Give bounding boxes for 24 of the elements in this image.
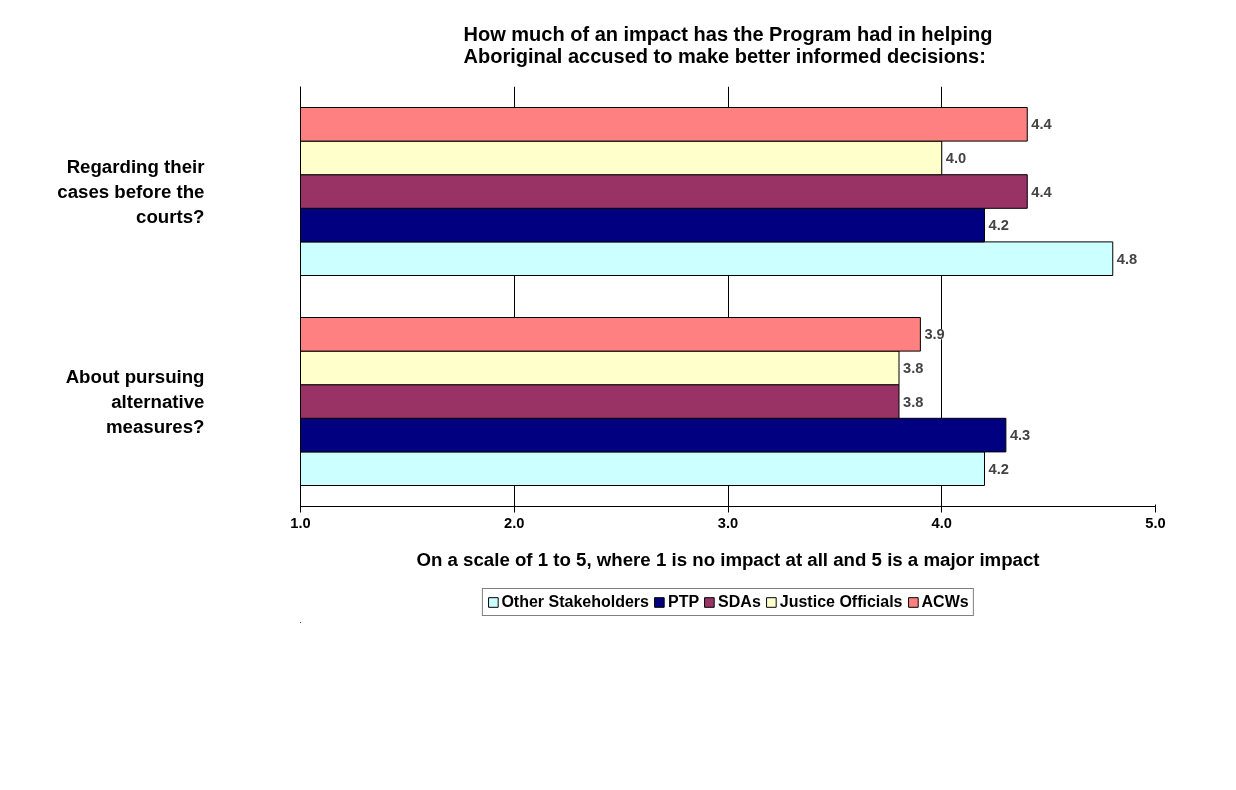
data-label: 3.8 — [903, 393, 924, 410]
data-label: 4.2 — [988, 217, 1009, 234]
chart-title: How much of an impact has the Program had in helping Aboriginal accused to make better informed decisions: — [463, 22, 993, 67]
data-label: 3.8 — [903, 359, 924, 376]
data-label: 3.9 — [924, 326, 945, 343]
legend-label: SDAs — [718, 593, 761, 611]
legend-label: Other Stakeholders — [501, 593, 649, 611]
x-axis-title: On a scale of 1 to 5, where 1 is no impact at all and 5 is a major impact — [416, 548, 1040, 570]
x-tick-label: 2.0 — [504, 514, 525, 531]
data-label: 4.8 — [1116, 250, 1138, 267]
data-label: 4.4 — [1031, 116, 1053, 133]
x-tick-label: 5.0 — [1145, 514, 1166, 531]
data-label: 4.4 — [1031, 183, 1053, 200]
y-tick-label: About pursuing alternative measures? — [65, 365, 205, 438]
x-tick-label: 3.0 — [717, 514, 739, 531]
data-label: 4.0 — [945, 149, 967, 166]
data-label: 4.3 — [1009, 427, 1031, 444]
y-tick-label: Regarding their cases before the courts? — [57, 155, 205, 228]
x-tick-label: 1.0 — [290, 514, 311, 531]
legend-label: ACWs — [921, 593, 969, 611]
legend-label: PTP — [667, 593, 700, 611]
legend-label: Justice Officials — [779, 593, 903, 611]
x-tick-label: 4.0 — [931, 514, 952, 531]
data-label: 4.2 — [988, 460, 1009, 477]
